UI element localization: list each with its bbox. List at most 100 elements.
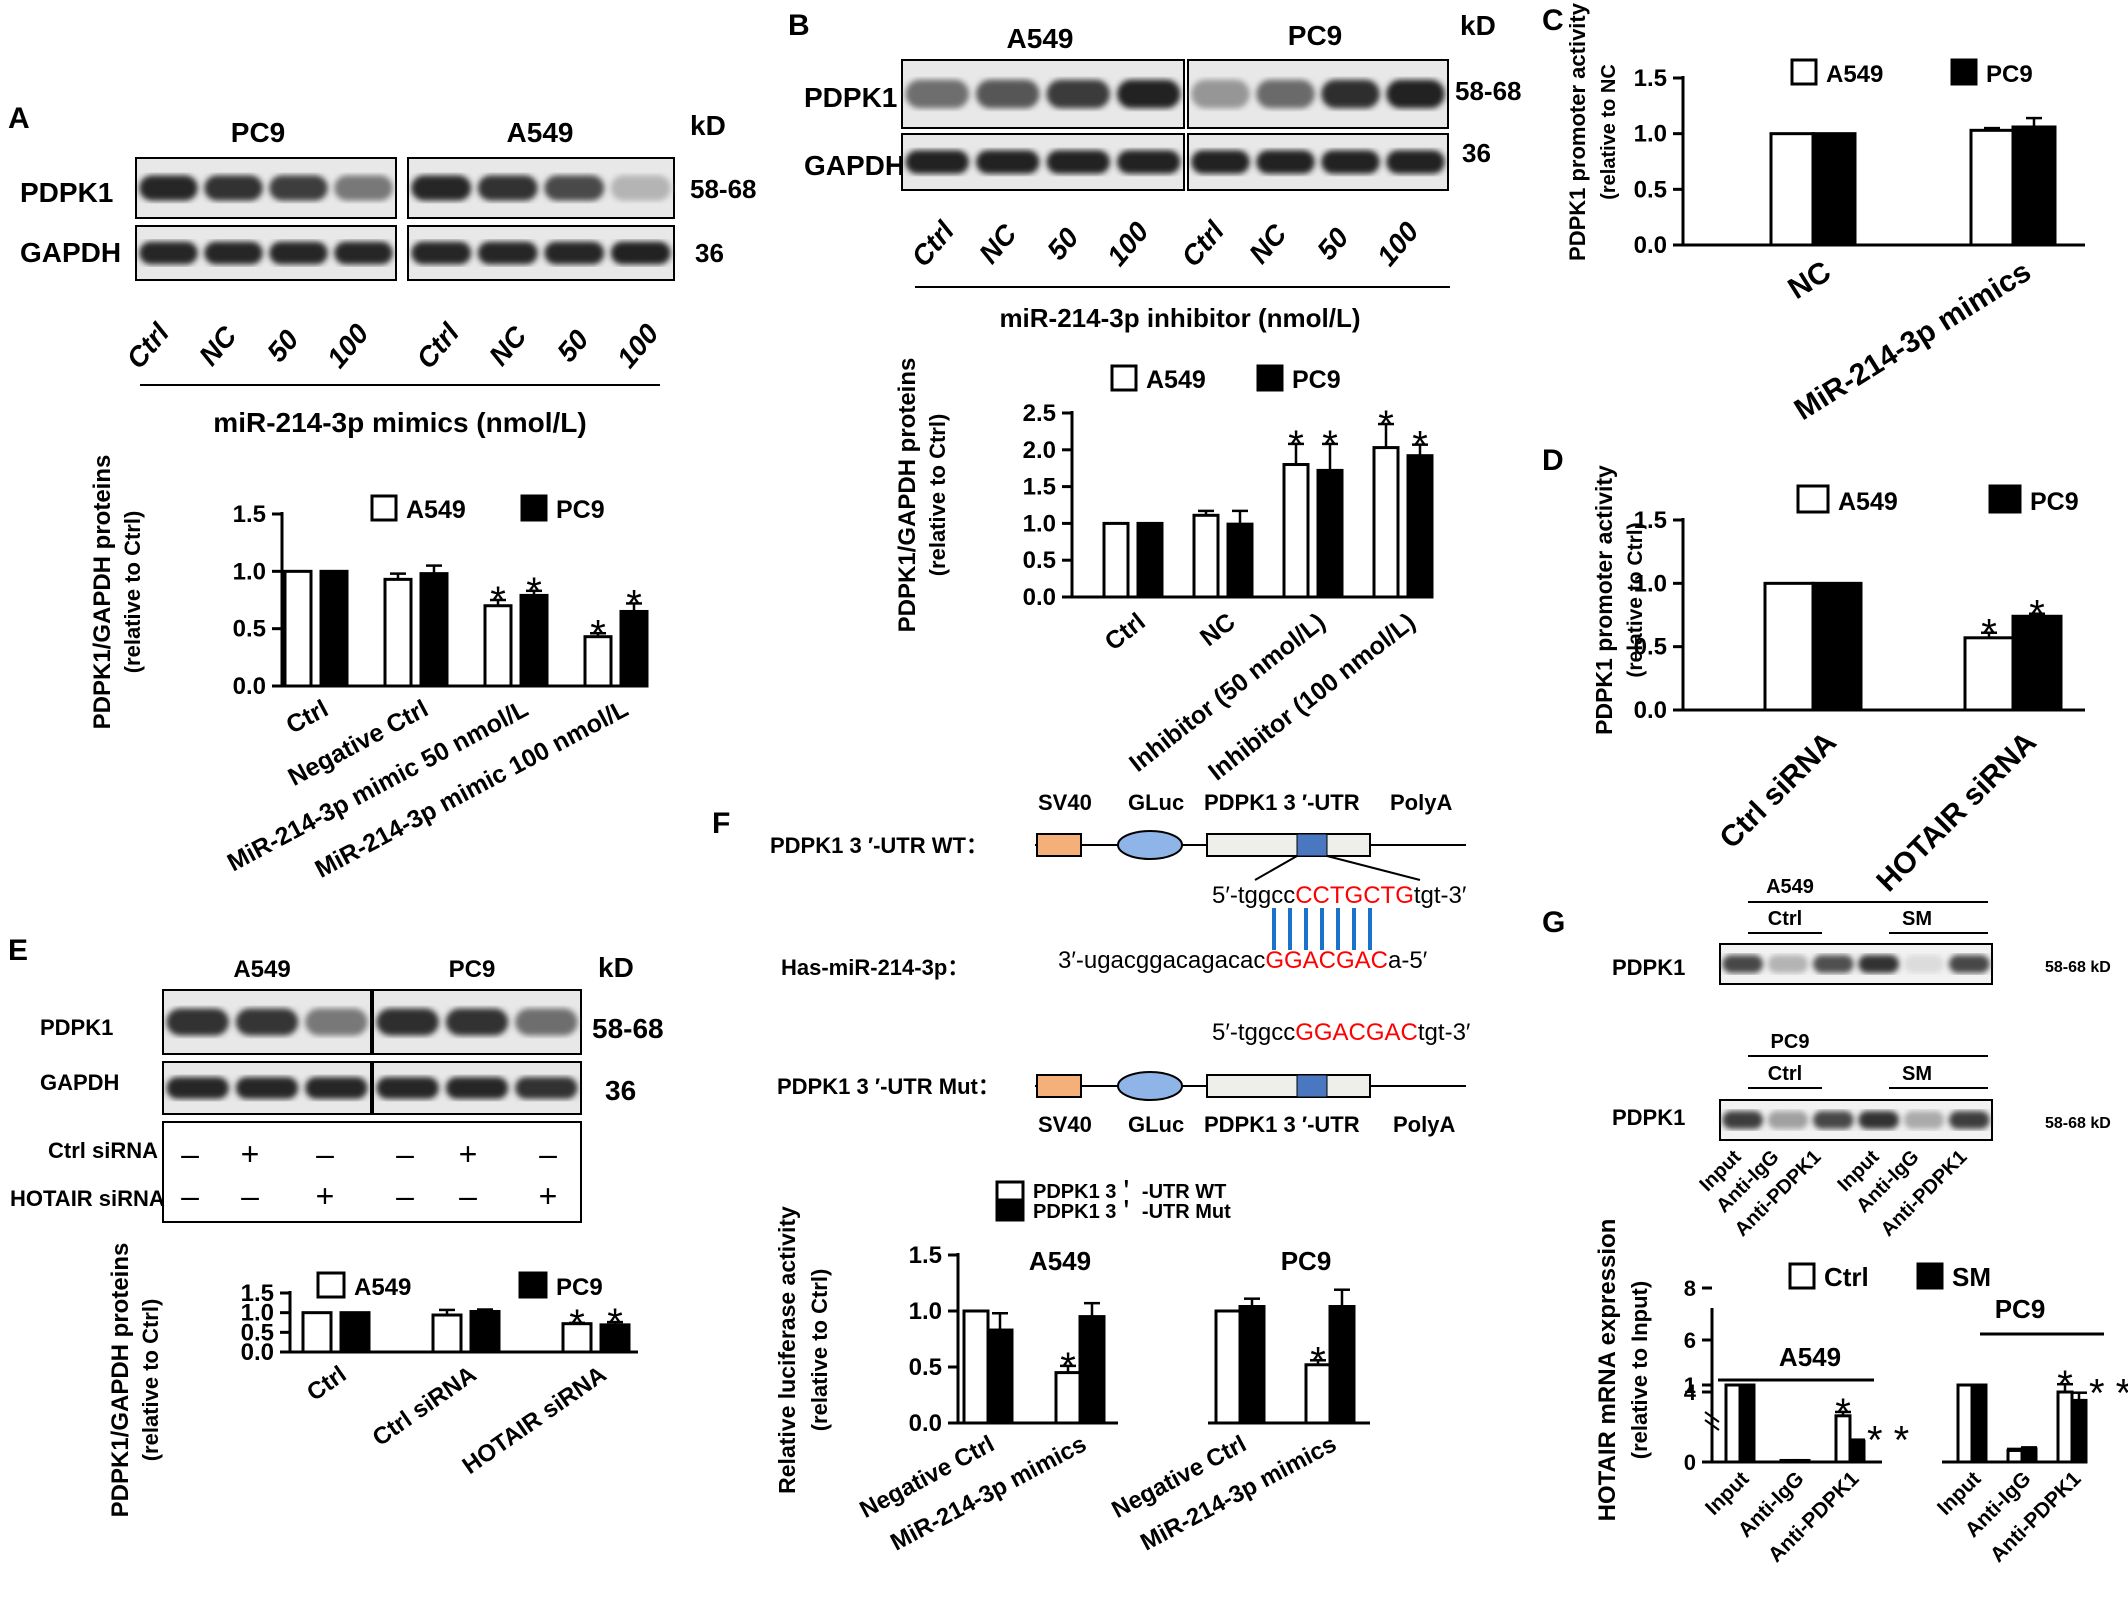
y-axis-label-2: (relative to Ctrl) (807, 1269, 832, 1432)
legend-swatch (995, 1180, 1025, 1202)
blot-band (139, 175, 198, 201)
significance-star: * (2057, 1363, 2073, 1407)
significance-star: * * (1867, 1419, 1909, 1463)
bar (2070, 1398, 2088, 1464)
lane-label: Ctrl (905, 215, 961, 273)
lane-label: 50 (261, 324, 305, 368)
kd-value: 58-68 (690, 174, 757, 204)
blot-subgroup-label: Ctrl (1768, 1063, 1802, 1085)
y-tick-label: 0.5 (241, 1319, 274, 1346)
blot-band (544, 175, 605, 201)
y-tick-label: 1.0 (1634, 121, 1667, 148)
panel-letter-c: C (1542, 4, 1564, 37)
blot-band (139, 241, 198, 265)
y-tick-label: 0.5 (233, 616, 266, 643)
blot-group-label: A549 (1766, 876, 1814, 898)
y-axis-label-2: (relative to Ctrl) (120, 511, 145, 674)
blot-group-label: A549 (1007, 23, 1074, 54)
chart-b: 0.0 0.5 1.0 1.5 2.0 2.5 PDPK1/GAPDH proteins (r… (894, 358, 1434, 786)
category-label: NC (1195, 608, 1241, 652)
y-axis-label-2: (relative to NC (1598, 64, 1620, 200)
seq-part: 5′-tggcc (1212, 882, 1295, 909)
significance-star: * (607, 1301, 623, 1345)
lane-label: NC (483, 320, 533, 372)
legend-swatch (520, 494, 548, 522)
bar (1078, 1315, 1106, 1425)
blot-band (1386, 79, 1445, 109)
significance-star: * (1322, 423, 1338, 467)
blot-band (477, 175, 538, 201)
legend-label: PC9 (1292, 366, 1341, 394)
y-axis-label-2: (relative to Input) (1627, 1281, 1652, 1459)
legend-label: PC9 (556, 496, 605, 524)
blot-band (376, 1008, 439, 1036)
blot-row-label: GAPDH (40, 1070, 119, 1095)
blot-band (1722, 1111, 1764, 1129)
bar (1738, 1383, 1756, 1464)
bar (1848, 1439, 1866, 1464)
mut-sequence: 5′-tggccGGACGACtgt-3′ (1212, 1019, 1471, 1046)
bar (986, 1328, 1014, 1425)
ctrl-sign: – (181, 1136, 199, 1172)
y-tick-label: 1.0 (233, 558, 266, 585)
blot-band (1722, 955, 1764, 973)
blot-band (515, 1008, 578, 1036)
lane-label: 50 (551, 324, 595, 368)
legend-swatch (1256, 364, 1284, 392)
blot-frame (1719, 1099, 1993, 1141)
kd-header: kD (690, 110, 726, 141)
y-tick-label: 0.0 (1634, 232, 1667, 259)
legend-swatch (316, 1271, 346, 1299)
condition-label: miR-214-3p mimics (nmol/L) (213, 407, 586, 438)
category-label: HOTAIR siRNA (1870, 726, 2043, 899)
lane-label: 100 (1101, 216, 1155, 272)
y-tick-label: 0.0 (1634, 697, 1667, 724)
bar (519, 593, 549, 688)
y-axis-label: Relative luciferase activity (774, 1206, 800, 1494)
blot-gapdh-pc9 (1187, 133, 1449, 191)
mirna-label: Has-miR-214-3p： (781, 955, 969, 980)
bar (1214, 1309, 1242, 1425)
sv40-box (1036, 833, 1082, 857)
utr-box (1206, 833, 1371, 857)
blot-row-label: GAPDH (20, 237, 121, 268)
blot-band (334, 241, 393, 265)
construct-mut-label: PDPK1 3 ′-UTR Mut： (777, 1074, 1000, 1099)
group-label: PC9 (1281, 1246, 1332, 1276)
bar (619, 609, 649, 688)
y-tick-label: 0.0 (909, 1410, 942, 1437)
blot-band (204, 175, 263, 201)
legend-swatch (1788, 1262, 1816, 1290)
seq-part: tgt-3′ (1414, 882, 1467, 909)
group-label: A549 (1779, 1342, 1841, 1372)
seq-part: 3′-ugacggacagacac (1058, 947, 1265, 974)
bar (962, 1309, 990, 1425)
legend-label: PC9 (1986, 61, 2033, 88)
panel-g: G A549 Ctrl SM PDPK1 58-68 kD PC9 Ctrl SM PDPK1 58… (1542, 876, 2111, 1241)
ctrl-sign: – (539, 1136, 557, 1172)
blot-pc9 (1719, 1099, 1993, 1141)
y-tick-label: 0.0 (241, 1339, 274, 1366)
legend-label: PDPK1 3＇ -UTR WT (1033, 1179, 1226, 1203)
blot-band (1767, 955, 1809, 973)
blot-band (1256, 79, 1315, 109)
blot-pdpk1-pc9 (135, 157, 397, 219)
blot-band (610, 175, 671, 201)
blot-subgroup-label: SM (1902, 1063, 1932, 1085)
ctrl-sign: – (396, 1136, 414, 1172)
significance-star: * (1835, 1391, 1851, 1435)
bar (1811, 581, 1863, 712)
panel-letter-e: E (8, 934, 28, 967)
panel-f: F PDPK1 3 ′-UTR WT： SV40 GLuc PDPK1 3 ′-UTR P… (712, 790, 1471, 1137)
legend-swatch (1790, 58, 1818, 86)
blot-band (1117, 150, 1181, 174)
bar (301, 1311, 333, 1354)
legend-label: A549 (406, 496, 466, 524)
element-label: SV40 (1038, 790, 1092, 815)
blot-band (1191, 150, 1250, 174)
legend-label: A549 (354, 1274, 411, 1301)
kd-value: 58-68 (1455, 76, 1522, 106)
category-label: Ctrl siRNA (368, 1361, 482, 1452)
blot-pdpk1-pc9 (372, 989, 582, 1055)
